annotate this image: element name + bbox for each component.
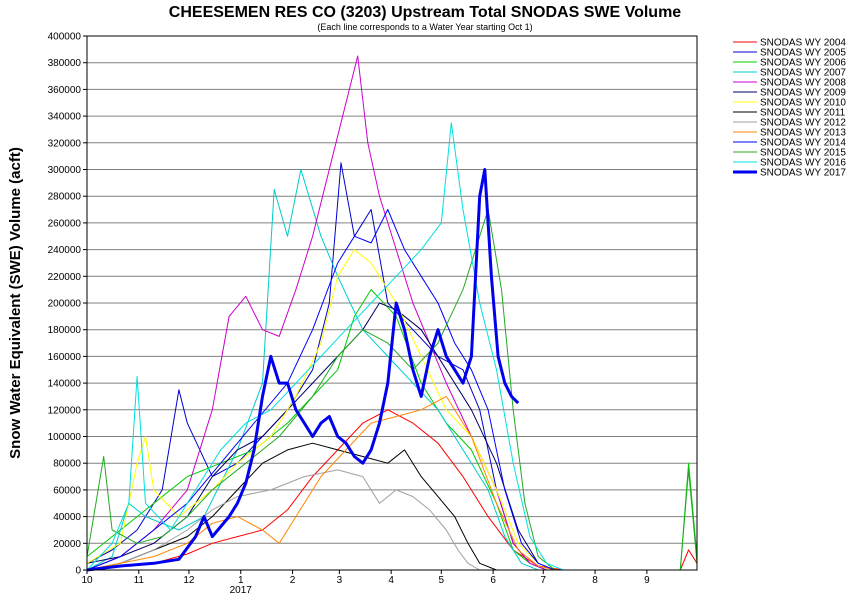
y-tick-label: 340000 (48, 112, 82, 123)
y-tick-label: 0 (75, 566, 81, 577)
legend-label: SNODAS WY 2005 (760, 48, 846, 59)
x-tick-label: 2 (290, 575, 296, 586)
x-tick-label: 4 (388, 575, 394, 586)
y-tick-label: 260000 (48, 218, 82, 229)
series-line (86, 442, 497, 571)
y-tick-label: 240000 (48, 245, 82, 256)
y-tick-label: 100000 (48, 432, 82, 443)
series-line (86, 209, 698, 571)
x-tick-label: 5 (439, 575, 445, 586)
legend-label: SNODAS WY 2011 (760, 108, 846, 119)
y-tick-label: 300000 (48, 165, 82, 176)
series-line (86, 122, 564, 571)
y-tick-label: 120000 (48, 405, 82, 416)
y-tick-label: 400000 (48, 32, 82, 43)
legend-label: SNODAS WY 2009 (760, 88, 846, 99)
legend-label: SNODAS WY 2006 (760, 58, 846, 69)
x-tick-label: 1 (238, 575, 244, 586)
x-axis-year-label: 2017 (230, 585, 253, 596)
y-tick-label: 220000 (48, 272, 82, 283)
legend-label: SNODAS WY 2015 (760, 148, 846, 159)
y-axis-ticks: 0 20000 40000 60000 80000 100000 120000 140000 1… (48, 32, 87, 577)
y-tick-label: 20000 (53, 539, 81, 550)
legend-label: SNODAS WY 2017 (760, 168, 846, 179)
y-tick-label: 40000 (53, 512, 81, 523)
series-line (86, 162, 547, 571)
y-tick-label: 380000 (48, 58, 82, 69)
legend-label: SNODAS WY 2014 (760, 138, 846, 149)
x-tick-label: 8 (592, 575, 598, 586)
x-tick-label: 3 (337, 575, 343, 586)
x-axis-ticks: 10 11 12 1 2 3 4 5 6 7 8 9 (81, 570, 650, 586)
x-tick-label: 6 (490, 575, 496, 586)
x-tick-label: 11 (134, 575, 145, 586)
x-tick-label: 10 (81, 575, 93, 586)
legend-label: SNODAS WY 2008 (760, 78, 846, 89)
legend-label: SNODAS WY 2016 (760, 158, 846, 169)
y-tick-label: 160000 (48, 352, 82, 363)
x-tick-label: 7 (540, 575, 546, 586)
y-tick-label: 280000 (48, 192, 82, 203)
y-tick-label: 80000 (53, 459, 81, 470)
y-tick-label: 60000 (53, 485, 81, 496)
gridlines (87, 62, 697, 544)
y-axis-label: Snow Water Equivalent (SWE) Volume (acft… (7, 147, 24, 459)
chart-subtitle: (Each line corresponds to a Water Year s… (317, 22, 532, 32)
y-tick-label: 360000 (48, 85, 82, 96)
y-tick-label: 140000 (48, 379, 82, 390)
legend-label: SNODAS WY 2007 (760, 68, 846, 79)
y-tick-label: 180000 (48, 325, 82, 336)
legend-label: SNODAS WY 2004 (760, 38, 846, 49)
series-line (86, 469, 480, 571)
series-line (86, 168, 520, 572)
series-line (86, 249, 556, 571)
legend-label: SNODAS WY 2012 (760, 118, 846, 129)
series-line (86, 209, 556, 571)
chart-title: CHEESEMEN RES CO (3203) Upstream Total S… (169, 4, 682, 21)
legend-label: SNODAS WY 2010 (760, 98, 846, 109)
x-tick-label: 12 (183, 575, 195, 586)
x-tick-label: 9 (644, 575, 650, 586)
series-layer (86, 55, 698, 572)
y-tick-label: 320000 (48, 138, 82, 149)
legend-label: SNODAS WY 2013 (760, 128, 846, 139)
y-tick-label: 200000 (48, 299, 82, 310)
